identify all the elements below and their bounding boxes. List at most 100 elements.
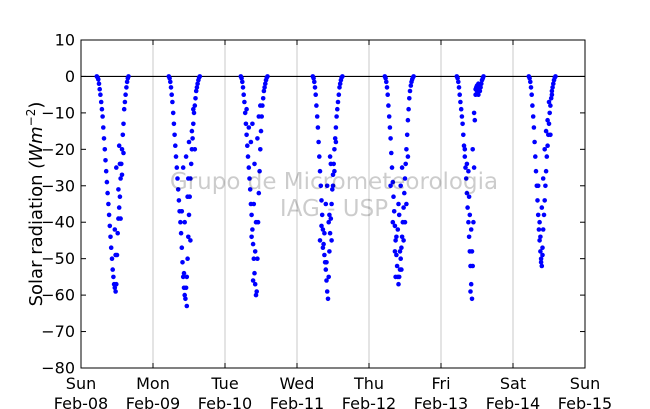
x-tick-label-day: Tue: [210, 374, 238, 393]
data-point: [193, 88, 199, 94]
data-point: [541, 212, 547, 218]
y-tick-label: −70: [41, 322, 75, 341]
data-point: [182, 219, 187, 225]
data-point: [241, 92, 246, 97]
data-point: [530, 114, 536, 119]
data-point: [537, 238, 542, 243]
data-point: [260, 96, 266, 101]
data-point: [399, 245, 404, 250]
data-point: [386, 114, 392, 119]
data-point: [247, 176, 252, 181]
data-point: [252, 161, 257, 167]
x-tick-label-day: Fri: [431, 374, 450, 393]
data-point: [253, 219, 259, 225]
data-point: [98, 99, 104, 105]
data-point: [116, 187, 121, 192]
data-point: [388, 136, 393, 141]
x-tick-label-date: Feb-10: [198, 394, 252, 409]
data-point: [322, 252, 327, 258]
y-tick-label: 10: [55, 31, 75, 50]
data-point: [336, 92, 342, 97]
data-point: [256, 114, 262, 119]
data-point: [179, 209, 185, 214]
data-point: [464, 190, 470, 196]
data-point: [535, 198, 540, 203]
data-point: [250, 241, 256, 247]
data-point: [245, 143, 250, 148]
x-tick-label-date: Feb-11: [270, 394, 324, 409]
data-point: [246, 165, 252, 170]
data-point: [188, 238, 193, 243]
data-point: [529, 92, 534, 97]
data-point: [312, 85, 318, 90]
data-point: [542, 147, 547, 152]
data-point: [538, 234, 543, 240]
x-tick-label-day: Sun: [66, 374, 96, 393]
data-point: [536, 227, 542, 232]
data-point: [384, 79, 389, 85]
data-point: [465, 205, 470, 210]
data-point: [530, 103, 535, 108]
data-point: [317, 168, 323, 174]
data-point: [404, 147, 409, 152]
data-point: [550, 85, 555, 90]
data-point: [543, 183, 548, 189]
watermark-line-2: IAG - USP: [280, 196, 388, 222]
data-point: [390, 219, 396, 225]
data-point: [398, 183, 404, 189]
data-point: [244, 132, 249, 138]
data-point: [458, 106, 464, 112]
data-point: [126, 74, 131, 79]
data-point: [168, 79, 173, 85]
data-point: [262, 85, 267, 90]
data-point: [255, 256, 260, 262]
x-tick-label-date: Feb-15: [558, 394, 612, 409]
data-point: [118, 216, 123, 221]
data-point: [257, 168, 262, 174]
data-point: [538, 260, 544, 265]
data-point: [330, 172, 336, 178]
data-point: [190, 136, 195, 141]
data-point: [328, 216, 334, 221]
data-point: [469, 296, 475, 302]
data-point: [472, 117, 478, 123]
data-point: [481, 74, 486, 79]
data-point: [254, 289, 259, 294]
data-point: [549, 92, 555, 97]
data-point: [383, 76, 388, 81]
data-point: [408, 83, 414, 88]
data-point: [170, 110, 176, 116]
data-point: [242, 99, 247, 105]
data-point: [337, 81, 343, 86]
data-point: [114, 281, 119, 287]
data-point: [313, 92, 319, 97]
data-point: [193, 96, 198, 101]
data-point: [316, 139, 321, 145]
data-point: [185, 194, 190, 199]
data-point: [118, 176, 123, 181]
data-point: [535, 183, 541, 189]
data-point: [458, 99, 463, 105]
data-point: [462, 154, 468, 159]
data-point: [388, 183, 393, 189]
data-point: [174, 165, 180, 170]
data-point: [240, 85, 246, 90]
data-point: [175, 187, 181, 192]
data-point: [312, 79, 317, 85]
data-point: [320, 227, 326, 232]
data-point: [546, 99, 552, 105]
data-point: [539, 205, 545, 210]
data-point: [178, 219, 183, 225]
data-point: [173, 154, 179, 159]
x-tick-label-date: Feb-09: [126, 394, 180, 409]
data-point: [532, 139, 537, 145]
data-point: [399, 234, 405, 240]
data-point: [113, 289, 118, 294]
data-point: [314, 114, 320, 119]
data-point: [326, 274, 332, 280]
data-point: [180, 165, 186, 170]
data-point: [124, 79, 130, 85]
data-point: [183, 154, 189, 159]
data-point: [395, 227, 401, 232]
x-tick-label-day: Thu: [353, 374, 384, 393]
